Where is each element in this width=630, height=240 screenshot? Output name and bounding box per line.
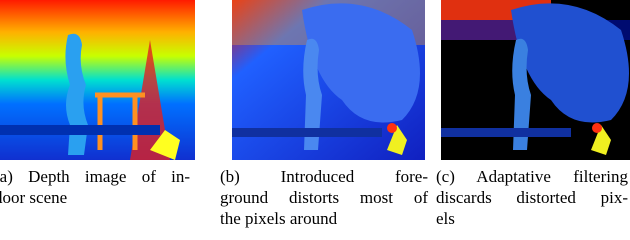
caption-b: (b) Introduced fore-ground distorts most…: [220, 166, 428, 229]
depth-image-a: [0, 0, 195, 160]
caption-line: (b) Introduced fore-: [220, 166, 428, 187]
caption-line: (a) Depth image of in-: [0, 166, 190, 187]
figure-page: (a) Depth image of in-door scene (b) Int…: [0, 0, 630, 240]
caption-line: door scene: [0, 187, 190, 208]
caption-line: (c) Adaptative filtering: [436, 166, 628, 187]
depth-image-b: [232, 0, 425, 160]
caption-line: ground distorts most of: [220, 187, 428, 208]
depth-image-c: [441, 0, 630, 160]
caption-line: els: [436, 208, 628, 229]
caption-line: the pixels around: [220, 208, 428, 229]
caption-a: (a) Depth image of in-door scene: [0, 166, 190, 208]
caption-line: discards distorted pix-: [436, 187, 628, 208]
